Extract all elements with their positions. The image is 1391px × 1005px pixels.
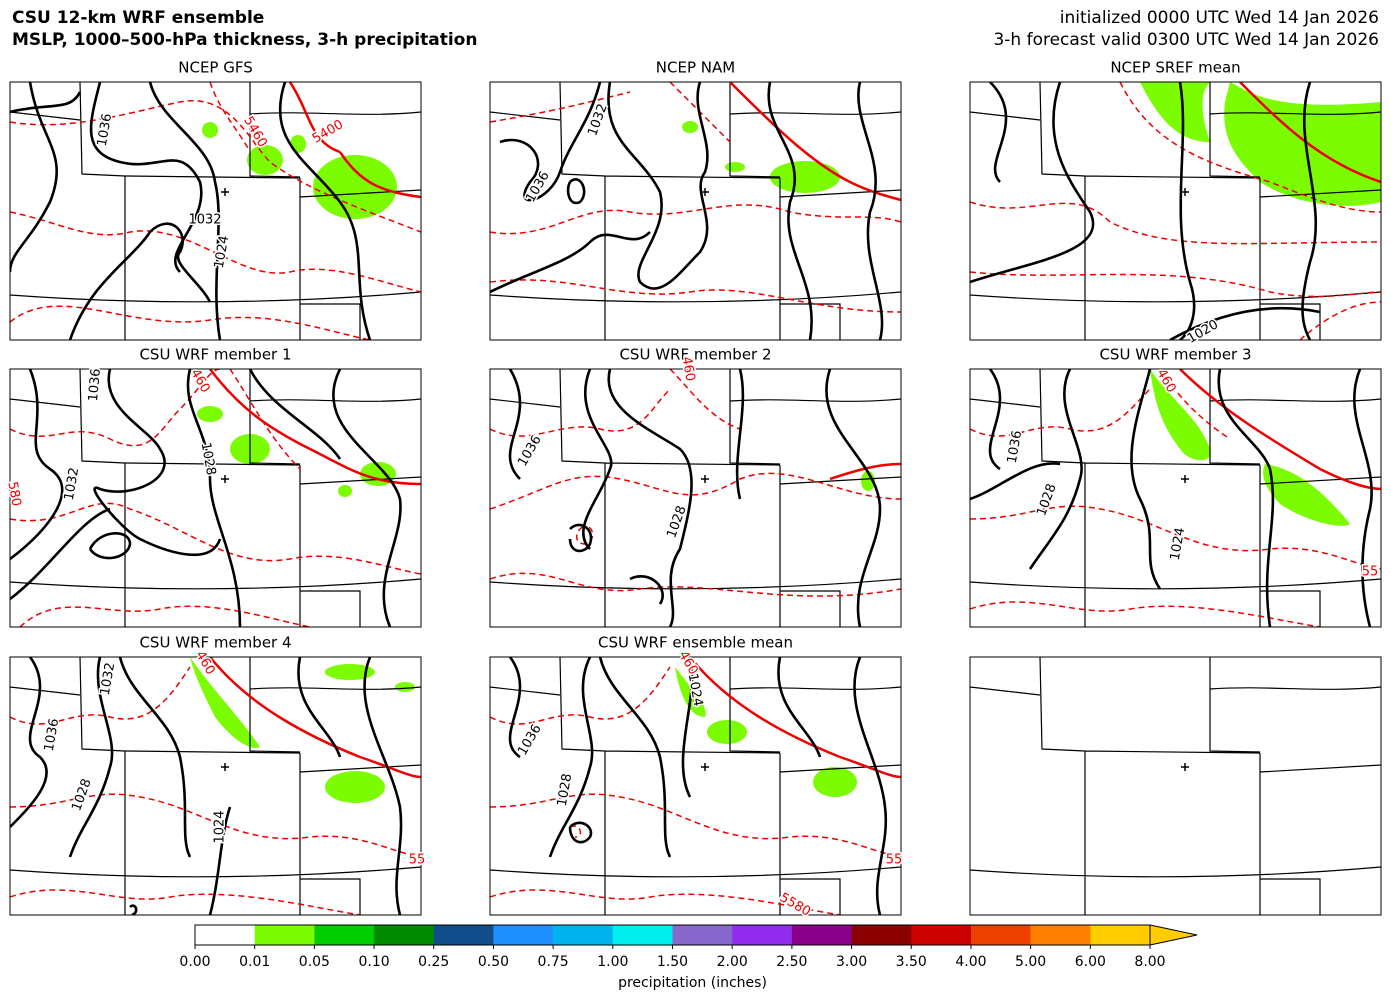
colorbar-tick-label: 5.00 (1015, 954, 1046, 970)
panels (9, 81, 1382, 916)
contour-label: 55 (1362, 565, 1379, 580)
contour-label: 1036 (1005, 429, 1026, 464)
colorbar-tick-label: 0.75 (538, 954, 569, 970)
contour-label: 55 (409, 853, 426, 868)
colorbar-tick-label: 8.00 (1134, 954, 1165, 970)
panel-title: CSU WRF member 1 (139, 346, 291, 364)
colorbar-tick-label: 0.25 (418, 954, 449, 970)
colorbar-tick-label: 0.00 (179, 954, 210, 970)
colorbar-segment (911, 925, 972, 945)
contour-label: 1032 (62, 466, 83, 501)
panel-title: NCEP NAM (656, 59, 735, 77)
colorbar-segment (851, 925, 912, 945)
contour-label: 1032 (188, 213, 221, 228)
contour-label: 1028 (1034, 482, 1059, 518)
colorbar-tick-label: 0.10 (358, 954, 389, 970)
colorbar-segment (433, 925, 494, 945)
colorbar-tick-label: 3.00 (836, 954, 867, 970)
contour-label: 1028 (69, 777, 94, 813)
map-panel (969, 656, 1382, 916)
colorbar-segment (791, 925, 852, 945)
contour-label: 1024 (213, 810, 228, 843)
contour-label: 1036 (515, 722, 545, 758)
panel-title: CSU WRF ensemble mean (598, 634, 793, 652)
colorbar-tick-label: 0.50 (478, 954, 509, 970)
contour-label: 5400 (310, 117, 346, 147)
colorbar-tick-label: 4.00 (955, 954, 986, 970)
contour-label: 1028 (198, 441, 219, 476)
panel-title: CSU WRF member 2 (619, 346, 771, 364)
colorbar-segment (553, 925, 614, 945)
init-time: initialized 0000 UTC Wed 14 Jan 2026 (1060, 8, 1379, 28)
contour-label: 1024 (212, 234, 233, 269)
panel-title: NCEP SREF mean (1110, 59, 1240, 77)
colorbar-segment (314, 925, 375, 945)
map-panel (489, 656, 902, 916)
contour-label: 1020 (1185, 317, 1221, 347)
colorbar: 0.00 0.01 0.05 0.10 0.25 0.50 0.75 1.00 1.50 2.00… (179, 924, 1198, 991)
colorbar-segment (254, 925, 315, 945)
contour-label: 1036 (95, 112, 116, 147)
colorbar-segment (970, 925, 1031, 945)
contour-label: 1036 (515, 433, 545, 469)
panel-title: NCEP GFS (178, 59, 253, 77)
colorbar-tick-label: 0.05 (299, 954, 330, 970)
contour-label: 1036 (86, 368, 104, 402)
contour-label: 460 (678, 355, 697, 382)
map-panel (9, 656, 422, 916)
map-panel (969, 81, 1382, 341)
colorbar-tick-label: 6.00 (1075, 954, 1106, 970)
map-panel (489, 81, 902, 341)
colorbar-tick-label: 1.00 (597, 954, 628, 970)
map-panel (9, 368, 422, 628)
colorbar-tick-label: 3.50 (896, 954, 927, 970)
colorbar-segment (612, 925, 673, 945)
subtitle: MSLP, 1000–500-hPa thickness, 3-h precip… (12, 30, 477, 50)
contour-label: 1032 (585, 102, 610, 138)
contour-label: 1032 (98, 661, 119, 696)
contour-label: 1024 (1168, 526, 1189, 561)
contour-label: 5460 (240, 114, 270, 150)
contour-label: 460 (187, 366, 212, 395)
colorbar-label: precipitation (inches) (618, 975, 767, 991)
panel-title: CSU WRF member 3 (1099, 346, 1251, 364)
colorbar-tick-label: 2.50 (776, 954, 807, 970)
colorbar-segment (195, 925, 255, 945)
map-panel (9, 81, 422, 341)
colorbar-extend (1149, 924, 1198, 946)
contour-label: 55 (886, 853, 903, 868)
contour-label: 580 (4, 480, 23, 507)
title: CSU 12-km WRF ensemble (12, 8, 264, 28)
map-panel (969, 368, 1382, 628)
colorbar-tick-label: 2.00 (717, 954, 748, 970)
contour-label: 1028 (555, 772, 576, 807)
colorbar-segment (493, 925, 554, 945)
colorbar-segment (672, 925, 733, 945)
colorbar-segment (732, 925, 793, 945)
colorbar-segment (1030, 925, 1091, 945)
valid-time: 3-h forecast valid 0300 UTC Wed 14 Jan 2… (993, 30, 1379, 50)
colorbar-segment (1090, 925, 1151, 945)
colorbar-segment (374, 925, 435, 945)
colorbar-tick-label: 1.50 (657, 954, 688, 970)
contour-label: 1036 (42, 717, 63, 752)
contour-label: 1024 (685, 672, 706, 707)
colorbar-tick-label: 0.01 (239, 954, 270, 970)
map-panel (489, 368, 902, 628)
panel-title: CSU WRF member 4 (139, 634, 291, 652)
